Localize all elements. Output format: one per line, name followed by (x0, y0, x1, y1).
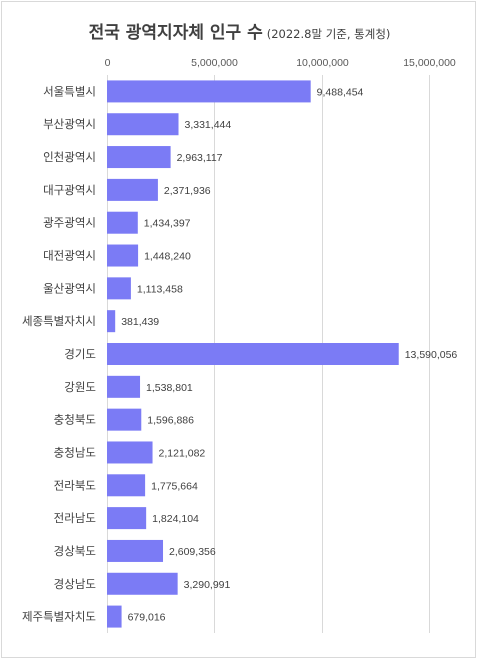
category-label: 세종특별자치시 (22, 314, 96, 328)
data-label: 3,331,444 (185, 119, 232, 131)
data-label: 2,963,117 (177, 152, 223, 164)
data-label: 3,290,991 (184, 579, 231, 591)
category-labels: 서울특별시부산광역시인천광역시대구광역시광주광역시대전광역시울산광역시세종특별자… (22, 84, 96, 623)
data-label: 381,439 (121, 316, 159, 328)
bar (107, 507, 147, 530)
x-tick-label: 10,000,000 (296, 57, 349, 69)
bar (107, 539, 164, 562)
category-label: 전라북도 (54, 478, 96, 492)
data-label: 2,121,082 (159, 447, 206, 459)
bar (107, 572, 178, 595)
data-label: 1,113,458 (137, 283, 183, 295)
data-label: 1,538,801 (146, 382, 193, 394)
bar (107, 80, 311, 103)
category-label: 부산광역시 (43, 117, 96, 131)
category-label: 충청북도 (54, 413, 96, 427)
data-label: 1,434,397 (144, 218, 191, 230)
data-label: 1,596,886 (147, 415, 194, 427)
data-label: 2,609,356 (169, 546, 216, 558)
category-label: 경기도 (64, 347, 96, 361)
bar (107, 146, 171, 169)
category-label: 경상남도 (54, 577, 96, 591)
data-labels: 9,488,454 3,331,444 2,963,117 2,371,936 1,43… (121, 86, 457, 623)
x-tick-label: 15,000,000 (403, 57, 456, 69)
category-label: 충청남도 (54, 445, 96, 459)
x-axis-ticks: 0 5,000,000 10,000,000 15,000,000 (105, 57, 456, 69)
chart-title: 전국 광역지자체 인구 수 (2022.8말 기준, 통계청) (0, 18, 479, 43)
chart-title-subtitle: (2022.8말 기준, 통계청) (266, 27, 391, 41)
data-label: 1,448,240 (144, 251, 191, 263)
bar (107, 113, 179, 136)
bar (107, 277, 131, 300)
bars (107, 80, 399, 628)
chart-title-main: 전국 광역지자체 인구 수 (88, 23, 263, 43)
data-label: 1,775,664 (151, 480, 198, 492)
bar (107, 375, 141, 398)
category-label: 대구광역시 (43, 183, 96, 197)
category-label: 강원도 (64, 380, 96, 394)
data-label: 13,590,056 (405, 349, 458, 361)
bar (107, 343, 399, 365)
category-label: 전라남도 (54, 511, 96, 525)
bar (107, 441, 153, 464)
bar (107, 408, 142, 431)
category-label: 울산광역시 (43, 281, 96, 295)
data-label: 679,016 (128, 612, 166, 624)
data-label: 1,824,104 (152, 513, 199, 525)
category-label: 서울특별시 (43, 84, 96, 98)
category-label: 제주특별자치도 (22, 610, 96, 624)
data-label: 9,488,454 (317, 86, 364, 98)
category-label: 경상북도 (54, 544, 96, 558)
data-label: 2,371,936 (164, 185, 211, 197)
category-label: 인천광역시 (43, 150, 96, 164)
bar (107, 310, 116, 333)
category-label: 대전광역시 (43, 249, 96, 263)
category-label: 광주광역시 (43, 216, 96, 230)
bar (107, 474, 146, 497)
bar (107, 178, 158, 201)
x-tick-label: 5,000,000 (191, 57, 238, 69)
x-tick-label: 0 (105, 57, 111, 69)
bar (107, 211, 138, 234)
bar (107, 605, 122, 628)
bar (107, 244, 139, 267)
